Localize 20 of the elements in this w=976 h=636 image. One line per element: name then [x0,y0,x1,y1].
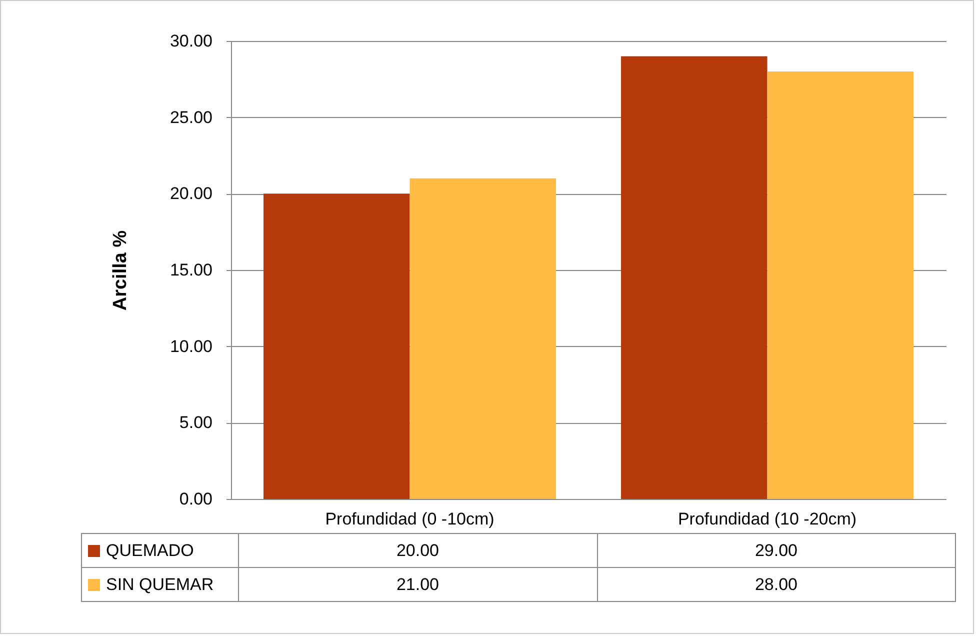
y-tick-label: 5.00 [179,413,212,432]
x-tick-label: Profundidad (0 -10cm) [325,510,494,528]
y-tick-label: 15.00 [170,260,212,280]
data-label: 29.00 [597,534,956,568]
y-tick-label: 10.00 [170,336,212,356]
y-axis-title: Arcilla % [110,230,131,311]
data-label: 21.00 [238,568,597,602]
data-label: 28.00 [597,568,956,602]
bar [264,194,410,499]
legend-label: SIN QUEMAR [82,568,238,602]
x-tick-label: Profundidad (10 -20cm) [678,510,857,528]
y-tick-label: 0.00 [179,490,212,508]
legend-label: QUEMADO [82,534,238,568]
bar [767,72,914,499]
bar [410,178,556,499]
y-tick-label: 20.00 [170,184,212,204]
bar [621,56,768,499]
data-label: 20.00 [238,534,597,568]
y-tick-label: 30.00 [170,32,212,50]
y-tick-label: 25.00 [170,108,212,127]
